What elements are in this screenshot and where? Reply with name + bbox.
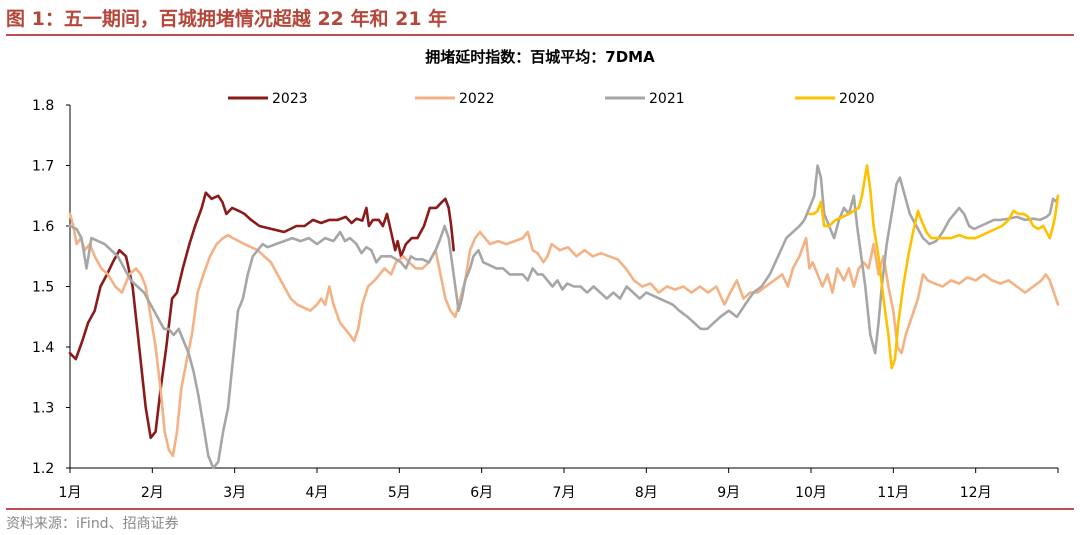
series-line-2023: [68, 191, 455, 440]
y-tick-label: 1.2: [32, 461, 54, 477]
legend-label-2020: 2020: [839, 91, 875, 107]
chart-plot-area: [68, 164, 1060, 470]
x-tick-label: 4月: [306, 485, 329, 501]
legend-label-2021: 2021: [649, 91, 685, 107]
x-tick-label: 3月: [223, 485, 246, 501]
top-divider: [6, 34, 1074, 36]
y-tick-label: 1.4: [32, 340, 54, 356]
chart-title: 拥堵延时指数：百城平均：7DMA: [425, 48, 655, 66]
legend-label-2022: 2022: [459, 91, 495, 107]
x-tick-label: 10月: [795, 485, 827, 501]
x-tick-label: 5月: [388, 485, 411, 501]
x-tick-label: 7月: [553, 485, 576, 501]
x-tick-label: 12月: [960, 485, 992, 501]
y-tick-label: 1.8: [32, 98, 54, 114]
x-tick-label: 11月: [877, 485, 909, 501]
series-line-2020: [808, 164, 1060, 370]
x-tick-label: 8月: [635, 485, 658, 501]
chart-axes: 1.2 1.3 1.4 1.5 1.6 1.7 1.8 1月 2月 3月 4月 5月 6月 7月 8月 9月 1…: [32, 98, 1059, 501]
y-tick-label: 1.7: [32, 159, 54, 175]
y-tick-label: 1.6: [32, 219, 54, 235]
bottom-divider: [6, 508, 1074, 510]
x-tick-label: 9月: [717, 485, 740, 501]
series-line-2022: [68, 212, 1060, 458]
y-tick-label: 1.3: [32, 401, 54, 417]
chart-legend: 2023 2022 2021 2020: [228, 91, 875, 107]
figure-title: 图 1：五一期间，百城拥堵情况超越 22 年和 21 年: [6, 8, 448, 30]
source-note: 资料来源：iFind、招商证券: [6, 516, 179, 532]
series-line-2021: [68, 164, 1060, 470]
x-tick-label: 6月: [470, 485, 493, 501]
legend-label-2023: 2023: [272, 91, 308, 107]
x-tick-label: 2月: [141, 485, 164, 501]
y-tick-label: 1.5: [32, 280, 54, 296]
x-tick-label: 1月: [59, 485, 82, 501]
